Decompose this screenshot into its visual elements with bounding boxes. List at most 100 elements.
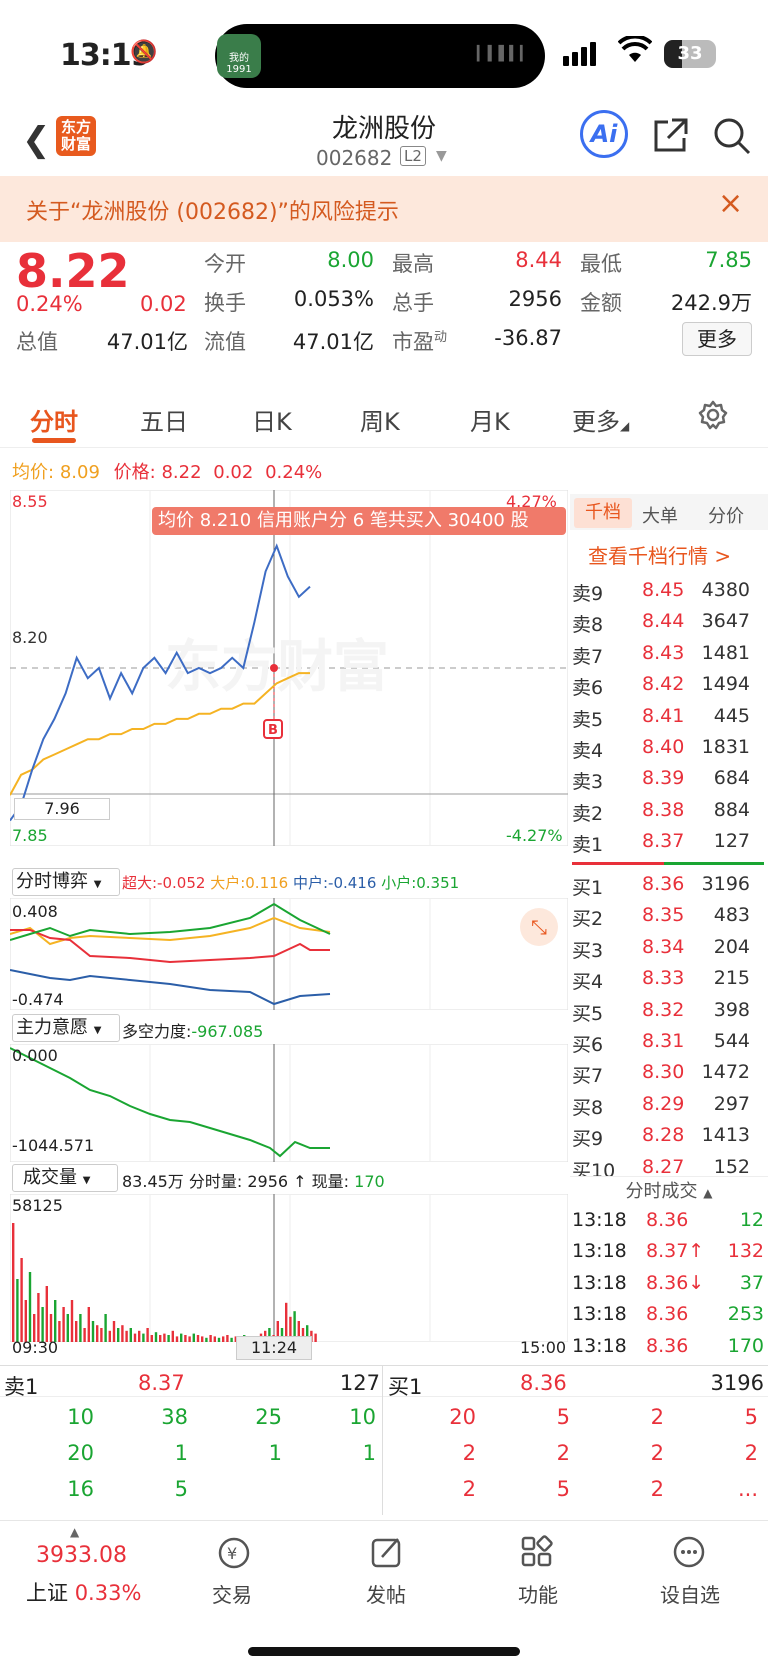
queue-sell-price: 8.37 [138, 1371, 185, 1395]
bid-level-row[interactable]: 买7 8.30 1472 [572, 1058, 768, 1089]
volume-select[interactable]: 成交量 ▼ [12, 1164, 118, 1192]
ask-level-row[interactable]: 卖7 8.43 1481 [572, 639, 768, 670]
stock-code: 002682 [316, 146, 393, 170]
tab-more[interactable]: 更多◢ [572, 408, 630, 436]
tick-time: 13:18 [572, 1240, 627, 1263]
tab-thousand[interactable]: 千档 [574, 498, 632, 528]
back-arrow-icon[interactable]: ❮ [22, 120, 51, 160]
intraday-chart[interactable]: 均价: 8.09 价格: 8.22 0.02 0.24% 东方财富 B 8.55… [0, 450, 768, 1370]
post-label[interactable]: 发帖 [366, 1583, 406, 1607]
game-indicator-select[interactable]: 分时博弈 ▼ [12, 868, 120, 896]
tick-time: 13:18 [572, 1334, 627, 1357]
volume-bar [121, 1325, 124, 1342]
tab-big-order[interactable]: 大单 [642, 506, 678, 527]
level-volume: 544 [713, 1030, 750, 1052]
tab-price-dist[interactable]: 分价 [708, 506, 744, 527]
ask-level-row[interactable]: 卖9 8.45 4380 [572, 576, 768, 607]
view-thousand-link[interactable]: 查看千档行情 > [588, 544, 732, 568]
trade-label[interactable]: 交易 [212, 1583, 252, 1607]
volume-bar [301, 1328, 305, 1342]
volume-bar [41, 1307, 44, 1342]
ask-level-row[interactable]: 卖1 8.37 127 [572, 827, 768, 858]
more-button[interactable]: 更多 [682, 322, 752, 356]
volume-bar [58, 1321, 61, 1342]
index-value[interactable]: 3933.08 [36, 1543, 127, 1568]
level-label: 卖9 [572, 583, 604, 605]
game-chart-svg [10, 898, 568, 1010]
post-icon[interactable] [370, 1535, 404, 1573]
bid-level-row[interactable]: 买6 8.31 544 [572, 1027, 768, 1058]
level-volume: 1481 [701, 641, 750, 664]
level-volume: 1831 [701, 736, 750, 758]
search-icon[interactable] [712, 116, 752, 160]
volume-bar [96, 1325, 99, 1342]
volume-chart-svg [10, 1194, 568, 1342]
risk-banner[interactable]: 关于“龙洲股份 (002682)”的风险提示 × [0, 176, 768, 242]
level-price: 8.32 [642, 998, 685, 1021]
watchlist-label[interactable]: 设自选 [660, 1583, 720, 1607]
bid-level-row[interactable]: 买8 8.29 297 [572, 1090, 768, 1121]
level-volume: 483 [713, 904, 750, 927]
big-line [10, 916, 331, 946]
main-intent-select[interactable]: 主力意愿 ▼ [12, 1014, 120, 1042]
tab-five-day[interactable]: 五日 [140, 408, 188, 436]
watchlist-icon[interactable] [672, 1535, 706, 1573]
level-volume: 3647 [701, 610, 750, 633]
ask-level-row[interactable]: 卖3 8.39 684 [572, 764, 768, 795]
queue-cell: 5 [556, 1405, 570, 1429]
tab-monthly[interactable]: 月K [470, 408, 510, 436]
queue-buy-price: 8.36 [520, 1371, 567, 1395]
tick-price: 8.36 [646, 1334, 689, 1357]
queue-cell: 1 [362, 1441, 376, 1465]
main-top-label: 0.000 [12, 1046, 58, 1065]
level2-badge[interactable]: L2 [400, 146, 426, 166]
volume-bar [125, 1330, 128, 1342]
settings-gear-icon[interactable] [698, 400, 728, 434]
volume-bar [117, 1328, 120, 1342]
tab-daily[interactable]: 日K [252, 408, 292, 436]
ask-level-row[interactable]: 卖4 8.40 1831 [572, 733, 768, 764]
queue-cell: 5 [556, 1477, 570, 1501]
ticks-header[interactable]: 分时成交 ▲ [570, 1176, 768, 1206]
float-value: 47.01亿 [292, 330, 374, 354]
index-label[interactable]: 上证 0.33% [26, 1581, 142, 1605]
level-price: 8.29 [642, 1092, 685, 1115]
volume-bar [54, 1300, 57, 1342]
volume-bar [285, 1302, 288, 1342]
expand-icon[interactable]: ⤡ [520, 908, 558, 946]
bid-level-row[interactable]: 买3 8.34 204 [572, 933, 768, 964]
ask-level-row[interactable]: 卖2 8.38 884 [572, 796, 768, 827]
ask-level-row[interactable]: 卖8 8.44 3647 [572, 607, 768, 638]
ask-level-row[interactable]: 卖5 8.41 445 [572, 702, 768, 733]
ai-button[interactable]: Ai [580, 110, 628, 158]
mid-line [10, 969, 331, 1006]
super-line [10, 929, 330, 964]
ask-level-row[interactable]: 卖6 8.42 1494 [572, 670, 768, 701]
tab-intraday[interactable]: 分时 [30, 408, 78, 436]
share-icon[interactable] [652, 116, 690, 158]
turnover-label: 换手 [204, 291, 246, 315]
level-price: 8.40 [642, 736, 685, 758]
level-label: 卖3 [572, 771, 604, 794]
queue-cell: ... [737, 1477, 758, 1501]
bid-level-row[interactable]: 买5 8.32 398 [572, 996, 768, 1027]
trade-icon[interactable]: ¥ [216, 1535, 252, 1575]
game-top-label: 0.408 [12, 902, 58, 921]
price-chart-svg[interactable]: 东方财富 B [10, 490, 568, 846]
bid-level-row[interactable]: 买1 8.36 3196 [572, 870, 768, 901]
low-label: 最低 [580, 252, 622, 276]
tab-weekly[interactable]: 周K [360, 408, 400, 436]
function-label[interactable]: 功能 [518, 1583, 558, 1607]
price-line [10, 543, 311, 822]
mktcap-label: 总值 [16, 330, 58, 354]
bid-level-row[interactable]: 买2 8.35 483 [572, 901, 768, 932]
queue-cell: 5 [744, 1405, 758, 1429]
volume-bar [306, 1325, 309, 1342]
volume-bar [83, 1328, 86, 1342]
queue-cell: 2 [462, 1477, 476, 1501]
bid-level-row[interactable]: 买9 8.28 1413 [572, 1121, 768, 1152]
function-icon[interactable] [520, 1535, 554, 1573]
dropdown-arrow-icon[interactable]: ▼ [436, 148, 447, 164]
bid-level-row[interactable]: 买4 8.33 215 [572, 964, 768, 995]
close-icon[interactable]: × [718, 186, 744, 221]
